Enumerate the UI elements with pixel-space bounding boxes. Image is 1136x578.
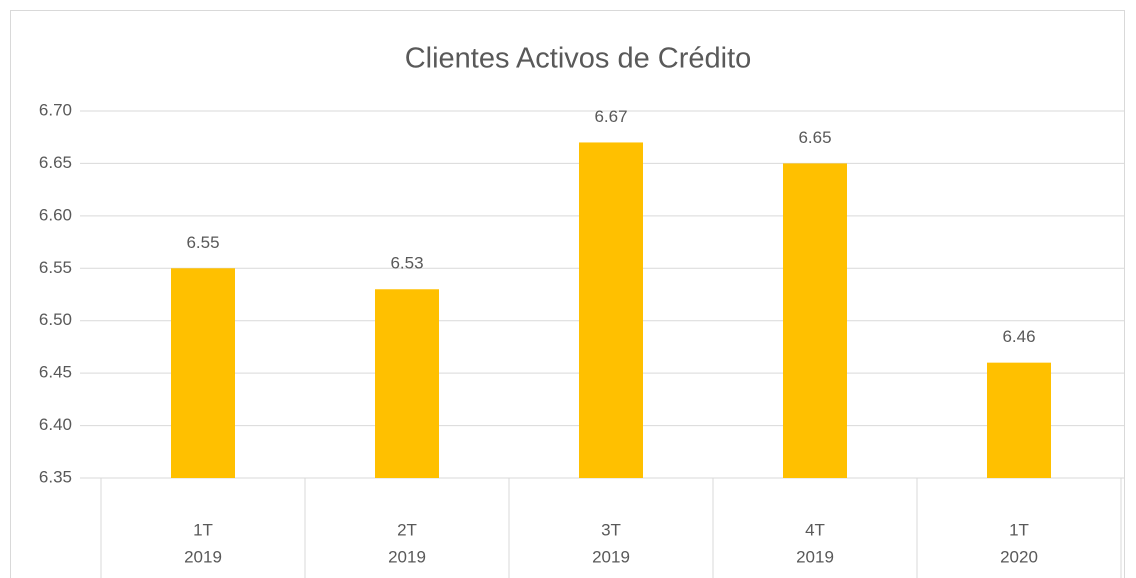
- bar: [783, 163, 847, 478]
- y-tick-label: 6.65: [39, 153, 72, 172]
- data-label: 6.55: [186, 233, 219, 252]
- y-tick-label: 6.70: [39, 100, 72, 119]
- y-tick-label: 6.35: [39, 467, 72, 486]
- data-label: 6.65: [798, 128, 831, 147]
- bar: [579, 142, 643, 478]
- y-tick-label: 6.60: [39, 205, 72, 224]
- y-tick-label: 6.40: [39, 415, 72, 434]
- x-group-label: 2019: [388, 547, 426, 566]
- x-tick-label: 4T: [805, 520, 825, 539]
- y-tick-label: 6.55: [39, 258, 72, 277]
- x-tick-label: 1T: [193, 520, 213, 539]
- bar: [375, 289, 439, 478]
- x-tick-label: 2T: [397, 520, 417, 539]
- y-tick-label: 6.50: [39, 310, 72, 329]
- chart-border: [10, 10, 1125, 578]
- x-group-label: 2019: [592, 547, 630, 566]
- chart-title: Clientes Activos de Crédito: [405, 43, 752, 75]
- data-label: 6.67: [594, 107, 627, 126]
- x-group-label: 2019: [184, 547, 222, 566]
- x-tick-label: 3T: [601, 520, 621, 539]
- x-tick-label: 1T: [1009, 520, 1029, 539]
- y-tick-label: 6.45: [39, 363, 72, 382]
- data-label: 6.53: [390, 254, 423, 273]
- data-label: 6.46: [1002, 327, 1035, 346]
- x-group-label: 2020: [1000, 547, 1038, 566]
- bar: [171, 268, 235, 478]
- bar: [987, 362, 1051, 478]
- x-group-label: 2019: [796, 547, 834, 566]
